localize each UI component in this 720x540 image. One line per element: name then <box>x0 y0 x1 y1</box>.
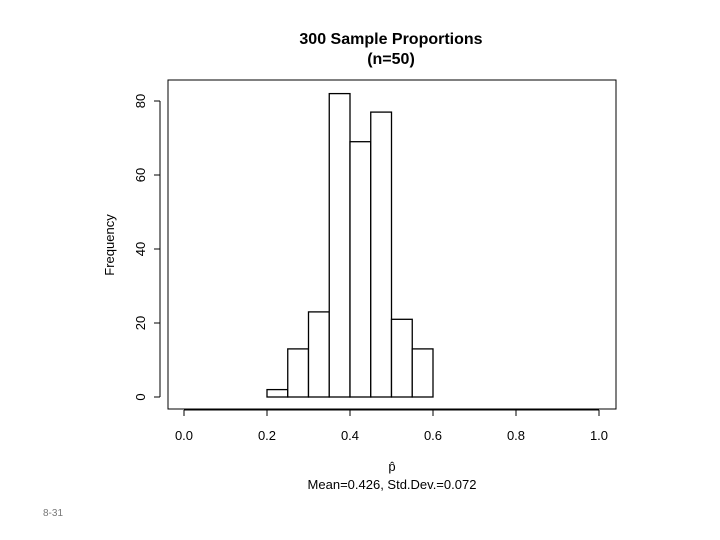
histogram-bar <box>349 141 372 398</box>
x-tick-label: 0.0 <box>175 428 193 443</box>
y-tick-label: 80 <box>133 94 148 108</box>
x-tick-label: 0.2 <box>258 428 276 443</box>
histogram-bar <box>370 111 393 398</box>
chart-subtitle: (n=50) <box>367 51 415 68</box>
histogram-bar <box>287 348 310 398</box>
histogram-bar <box>307 311 330 398</box>
x-axis-label: p̂ <box>388 459 395 474</box>
y-tick-label: 40 <box>133 242 148 256</box>
y-tick-label: 0 <box>133 393 148 400</box>
chart-annotation: Mean=0.426, Std.Dev.=0.072 <box>308 477 477 492</box>
slide-number: 8-31 <box>43 508 64 519</box>
y-tick-label: 60 <box>133 168 148 182</box>
x-tick-label: 0.4 <box>341 428 359 443</box>
histogram-bar <box>411 348 434 398</box>
histogram-bar <box>266 388 289 398</box>
y-axis-ticks: 0 20 40 60 80 <box>133 94 160 401</box>
histogram-bar <box>328 92 351 398</box>
x-tick-label: 1.0 <box>590 428 608 443</box>
x-tick-label: 0.6 <box>424 428 442 443</box>
y-axis-label: Frequency <box>102 214 117 276</box>
plot-frame <box>167 79 617 410</box>
histogram-bar <box>390 318 413 398</box>
y-tick-label: 20 <box>133 316 148 330</box>
chart-title: 300 Sample Proportions <box>299 31 482 48</box>
x-tick-label: 0.8 <box>507 428 525 443</box>
histogram-bars <box>266 92 434 398</box>
x-axis-ticks: 0.0 0.2 0.4 0.6 0.8 1.0 <box>175 410 608 443</box>
